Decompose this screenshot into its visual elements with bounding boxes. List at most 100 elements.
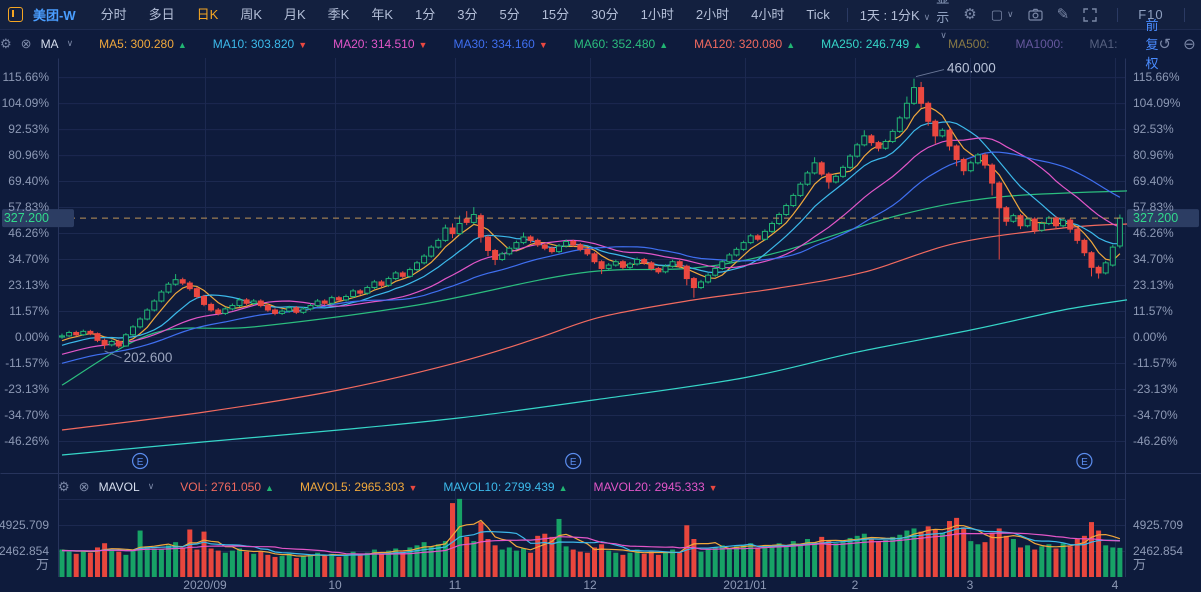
tab-30分[interactable]: 30分 bbox=[591, 6, 619, 22]
ma-legend-item[interactable]: MA10: 303.820 ▼ bbox=[213, 37, 307, 51]
volume-bar bbox=[592, 547, 597, 577]
tab-5分[interactable]: 5分 bbox=[499, 6, 520, 22]
volume-bar bbox=[166, 545, 171, 577]
volume-bar bbox=[513, 550, 519, 577]
fullscreen-expand-icon[interactable] bbox=[1083, 7, 1097, 22]
indicator-close-icon[interactable]: ⊗ bbox=[78, 478, 90, 494]
ma-legend-item[interactable]: MA20: 314.510 ▼ bbox=[333, 37, 427, 51]
volume-bar bbox=[655, 554, 661, 577]
camera-icon[interactable] bbox=[1028, 8, 1043, 21]
period-combo[interactable]: 1天 : 1分K ∨ bbox=[859, 8, 931, 23]
panel-toggle-icon[interactable] bbox=[8, 7, 23, 22]
tab-2小时[interactable]: 2小时 bbox=[695, 6, 730, 22]
earnings-event-marker[interactable]: E bbox=[565, 452, 582, 470]
tab-Tick[interactable]: Tick bbox=[806, 6, 830, 22]
y-axis-label-left: -46.26% bbox=[4, 434, 49, 448]
indicator-value: MA500: bbox=[948, 36, 990, 51]
tab-3分[interactable]: 3分 bbox=[457, 6, 478, 22]
candle bbox=[1109, 244, 1116, 267]
candle bbox=[548, 246, 555, 254]
volume-bar bbox=[755, 547, 761, 577]
candle bbox=[87, 329, 94, 336]
candle bbox=[506, 246, 513, 256]
tab-多日[interactable]: 多日 bbox=[148, 6, 175, 22]
up-triangle-icon: ▲ bbox=[177, 39, 187, 50]
candle bbox=[272, 308, 278, 316]
volume-bar bbox=[450, 503, 455, 577]
symbol-name[interactable]: 美团-W bbox=[33, 8, 76, 23]
settings-gear-icon[interactable]: ⚙ bbox=[963, 6, 977, 23]
tab-月K[interactable]: 月K bbox=[283, 6, 306, 22]
ma-legend-item[interactable]: MA60: 352.480 ▲ bbox=[574, 37, 668, 51]
svg-text:E: E bbox=[137, 457, 144, 468]
tab-周K[interactable]: 周K bbox=[240, 6, 262, 22]
volume-bar bbox=[173, 542, 179, 577]
candle bbox=[144, 308, 151, 321]
vol-legend-item[interactable]: VOL: 2761.050 ▲ bbox=[180, 480, 274, 494]
candle bbox=[286, 305, 293, 313]
volume-bar bbox=[1067, 546, 1073, 577]
down-triangle-icon: ▼ bbox=[708, 482, 718, 493]
f10-button[interactable]: F10 bbox=[1138, 7, 1164, 22]
draw-pencil-icon[interactable]: ✎ bbox=[1056, 6, 1070, 23]
vol-legend-item[interactable]: MAVOL10: 2799.439 ▲ bbox=[443, 480, 567, 494]
earnings-event-marker[interactable]: E bbox=[1076, 452, 1093, 470]
y-axis-label-left: 23.13% bbox=[8, 278, 49, 292]
volume-bar bbox=[208, 548, 214, 577]
candle bbox=[918, 81, 925, 108]
vol-legend-item[interactable]: MAVOL5: 2965.303 ▼ bbox=[300, 480, 417, 494]
price-volume-chart[interactable]: 327.200 327.200 115.66% 115.66% 104.09% 104.0… bbox=[0, 57, 1201, 577]
y-axis-label-left: 57.83% bbox=[8, 200, 49, 214]
volume-bar bbox=[776, 543, 782, 577]
y-axis-label-right: 69.40% bbox=[1133, 174, 1174, 188]
ma-legend-item[interactable]: MA120: 320.080 ▲ bbox=[694, 37, 795, 51]
ma-legend-item[interactable]: MA5: 300.280 ▲ bbox=[99, 37, 187, 51]
ma-legend-item[interactable]: MA250: 246.749 ▲ bbox=[821, 37, 922, 51]
volume-bar bbox=[244, 551, 250, 577]
vol-legend-item[interactable]: MAVOL20: 2945.333 ▼ bbox=[593, 480, 717, 494]
display-dropdown[interactable]: 显示∨ bbox=[936, 0, 950, 40]
volume-bar bbox=[315, 552, 321, 577]
down-triangle-icon: ▼ bbox=[298, 39, 308, 50]
candle bbox=[492, 248, 499, 266]
ma-legend-item[interactable]: MA1000: bbox=[1015, 37, 1063, 51]
volume-bar bbox=[464, 536, 470, 577]
toolbar-right: 显示∨ ⚙ ▢∨ ✎ F10 bbox=[936, 0, 1201, 41]
chart-type-icon[interactable]: ▢ ∨ bbox=[990, 7, 1014, 22]
tab-分时[interactable]: 分时 bbox=[100, 6, 127, 22]
volume-bar bbox=[769, 545, 775, 577]
volume-bar bbox=[797, 544, 803, 577]
candle bbox=[754, 234, 761, 242]
volume-bar bbox=[492, 545, 498, 577]
volume-bar bbox=[1110, 547, 1116, 577]
adjust-mode-label[interactable]: 前复权 bbox=[1145, 18, 1159, 71]
undo-icon[interactable]: ↺ bbox=[1158, 35, 1172, 53]
tab-4小时[interactable]: 4小时 bbox=[751, 6, 785, 22]
indicator-name[interactable]: MA bbox=[40, 36, 59, 51]
candle bbox=[392, 270, 399, 281]
indicator-name[interactable]: MAVOL bbox=[98, 479, 140, 494]
ma-legend-item[interactable]: MA1: bbox=[1090, 37, 1118, 51]
tab-15分[interactable]: 15分 bbox=[541, 6, 570, 22]
earnings-event-marker[interactable]: E bbox=[132, 452, 149, 470]
volume-bar bbox=[109, 549, 115, 577]
volume-bar bbox=[734, 546, 739, 577]
volume-bar bbox=[861, 533, 867, 577]
tab-1分[interactable]: 1分 bbox=[415, 6, 436, 22]
indicator-settings-icon[interactable]: ⚙ bbox=[0, 35, 12, 51]
x-axis-label: 11 bbox=[448, 578, 462, 592]
candle bbox=[449, 223, 456, 239]
indicator-value: MAVOL5: 2965.303 bbox=[299, 479, 405, 494]
zoom-out-icon[interactable]: ⊖ bbox=[1183, 35, 1196, 53]
ma-legend-item[interactable]: MA30: 334.160 ▼ bbox=[453, 37, 547, 51]
candle bbox=[73, 330, 80, 337]
indicator-settings-icon[interactable]: ⚙ bbox=[58, 478, 70, 494]
vol-ma-line-mavol5 bbox=[61, 519, 1121, 557]
tab-年K[interactable]: 年K bbox=[371, 6, 393, 22]
volume-bar bbox=[279, 555, 285, 577]
tab-1小时[interactable]: 1小时 bbox=[640, 6, 674, 22]
tab-季K[interactable]: 季K bbox=[327, 6, 350, 22]
tab-日K[interactable]: 日K bbox=[196, 6, 219, 22]
indicator-close-icon[interactable]: ⊗ bbox=[20, 35, 32, 51]
ma-legend-item[interactable]: MA500: bbox=[948, 37, 989, 51]
